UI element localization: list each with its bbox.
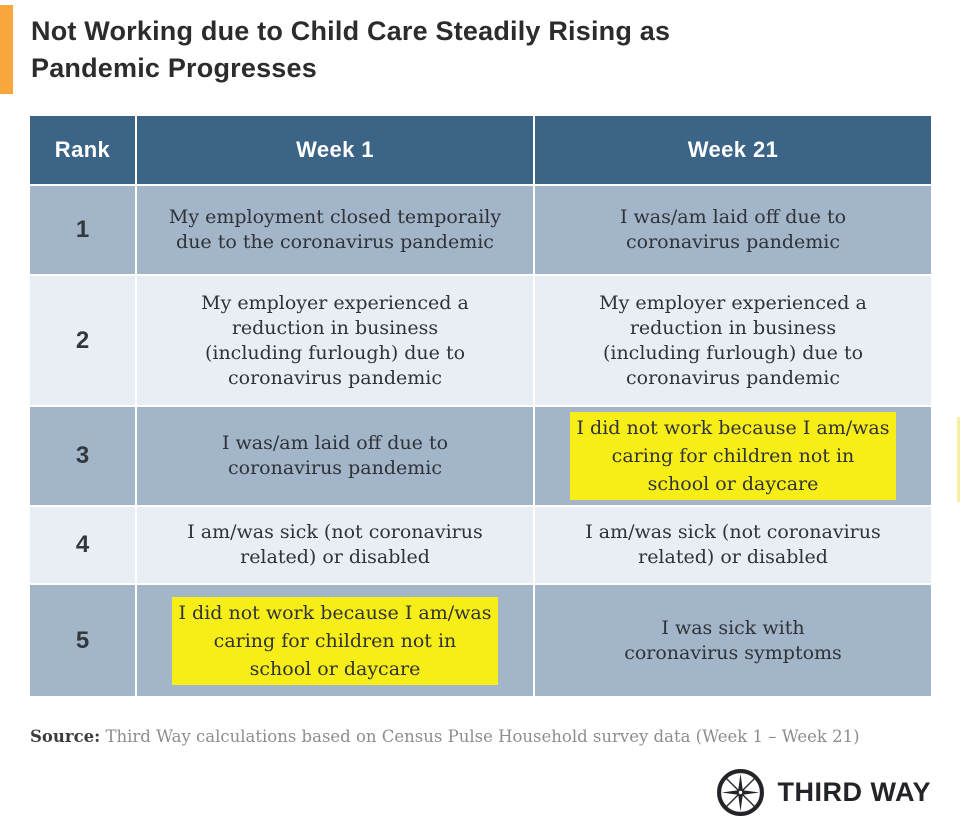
week1-cell: I am/was sick (not coronavirus related) … — [137, 507, 533, 583]
source-label: Source: — [30, 727, 101, 746]
accent-bar — [0, 5, 13, 94]
compass-star-icon — [717, 769, 765, 816]
source-text: Third Way calculations based on Census P… — [100, 727, 860, 746]
title-block: Not Working due to Child Care Steadily R… — [0, 0, 960, 94]
week21-cell: My employer experienced a reduction in b… — [535, 276, 931, 405]
highlighted-cell-text: I did not work because I am/was caring f… — [569, 412, 897, 500]
highlighted-cell-text: I did not work because I am/was caring f… — [171, 596, 499, 685]
rank-cell: 1 — [30, 186, 135, 274]
week21-cell: I was sick with coronavirus symptoms — [535, 585, 931, 696]
column-header-week21: Week 21 — [535, 116, 931, 184]
cell-text: I am/was sick (not coronavirus related) … — [585, 521, 881, 568]
cell-text: My employer experienced a reduction in b… — [599, 291, 867, 389]
page-title: Not Working due to Child Care Steadily R… — [31, 16, 671, 83]
logo-wordmark: THIRD WAY — [777, 777, 931, 807]
cell-text: My employer experienced a reduction in b… — [201, 291, 469, 389]
week1-cell: I was/am laid off due to coronavirus pan… — [137, 407, 533, 505]
rank-cell: 4 — [30, 507, 135, 583]
week1-cell: My employment closed temporaily due to t… — [137, 186, 533, 274]
cell-text: My employment closed temporaily due to t… — [168, 206, 502, 253]
rank-cell: 3 — [30, 407, 135, 505]
week1-cell: My employer experienced a reduction in b… — [137, 276, 533, 405]
cell-text: I was sick with coronavirus symptoms — [624, 616, 842, 664]
week21-cell: I was/am laid off due to coronavirus pan… — [535, 186, 931, 274]
cell-text: I was/am laid off due to coronavirus pan… — [619, 206, 847, 253]
source-line: Source: Third Way calculations based on … — [30, 727, 960, 746]
cell-text: I was/am laid off due to coronavirus pan… — [221, 432, 449, 479]
cell-text: I am/was sick (not coronavirus related) … — [187, 521, 483, 568]
week21-cell-highlighted: I did not work because I am/was caring f… — [535, 407, 931, 505]
third-way-logo: THIRD WAY — [715, 767, 931, 818]
highlight-edge-artifact — [957, 417, 960, 502]
column-header-rank: Rank — [30, 116, 135, 184]
week1-cell-highlighted: I did not work because I am/was caring f… — [137, 585, 533, 696]
column-header-week1: Week 1 — [137, 116, 533, 184]
rank-cell: 5 — [30, 585, 135, 696]
rank-table: Rank Week 1 Week 21 1 My employment clos… — [30, 116, 931, 696]
week21-cell: I am/was sick (not coronavirus related) … — [535, 507, 931, 583]
rank-cell: 2 — [30, 276, 135, 405]
